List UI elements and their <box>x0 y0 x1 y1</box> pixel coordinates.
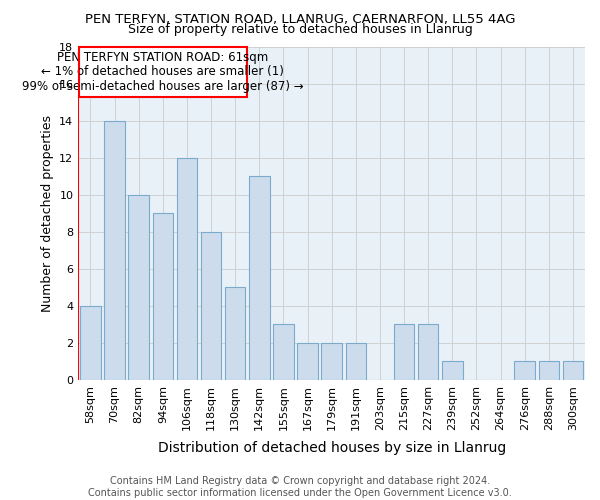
Bar <box>539 362 559 380</box>
Bar <box>80 306 101 380</box>
Bar <box>79 46 247 96</box>
Bar <box>514 362 535 380</box>
Bar <box>225 288 245 380</box>
Text: PEN TERFYN STATION ROAD: 61sqm: PEN TERFYN STATION ROAD: 61sqm <box>57 51 268 64</box>
Text: Contains HM Land Registry data © Crown copyright and database right 2024.
Contai: Contains HM Land Registry data © Crown c… <box>88 476 512 498</box>
Bar <box>346 343 366 380</box>
Bar <box>394 324 414 380</box>
Bar <box>322 343 342 380</box>
Bar <box>176 158 197 380</box>
Text: ← 1% of detached houses are smaller (1): ← 1% of detached houses are smaller (1) <box>41 66 284 78</box>
Y-axis label: Number of detached properties: Number of detached properties <box>41 114 54 312</box>
X-axis label: Distribution of detached houses by size in Llanrug: Distribution of detached houses by size … <box>158 441 506 455</box>
Bar <box>104 120 125 380</box>
Text: Size of property relative to detached houses in Llanrug: Size of property relative to detached ho… <box>128 22 472 36</box>
Text: 99% of semi-detached houses are larger (87) →: 99% of semi-detached houses are larger (… <box>22 80 304 92</box>
Bar <box>563 362 583 380</box>
Bar <box>249 176 269 380</box>
Bar <box>442 362 463 380</box>
Bar <box>273 324 293 380</box>
Bar <box>418 324 439 380</box>
Bar <box>152 213 173 380</box>
Bar <box>128 194 149 380</box>
Bar <box>201 232 221 380</box>
Bar <box>297 343 318 380</box>
Text: PEN TERFYN, STATION ROAD, LLANRUG, CAERNARFON, LL55 4AG: PEN TERFYN, STATION ROAD, LLANRUG, CAERN… <box>85 12 515 26</box>
